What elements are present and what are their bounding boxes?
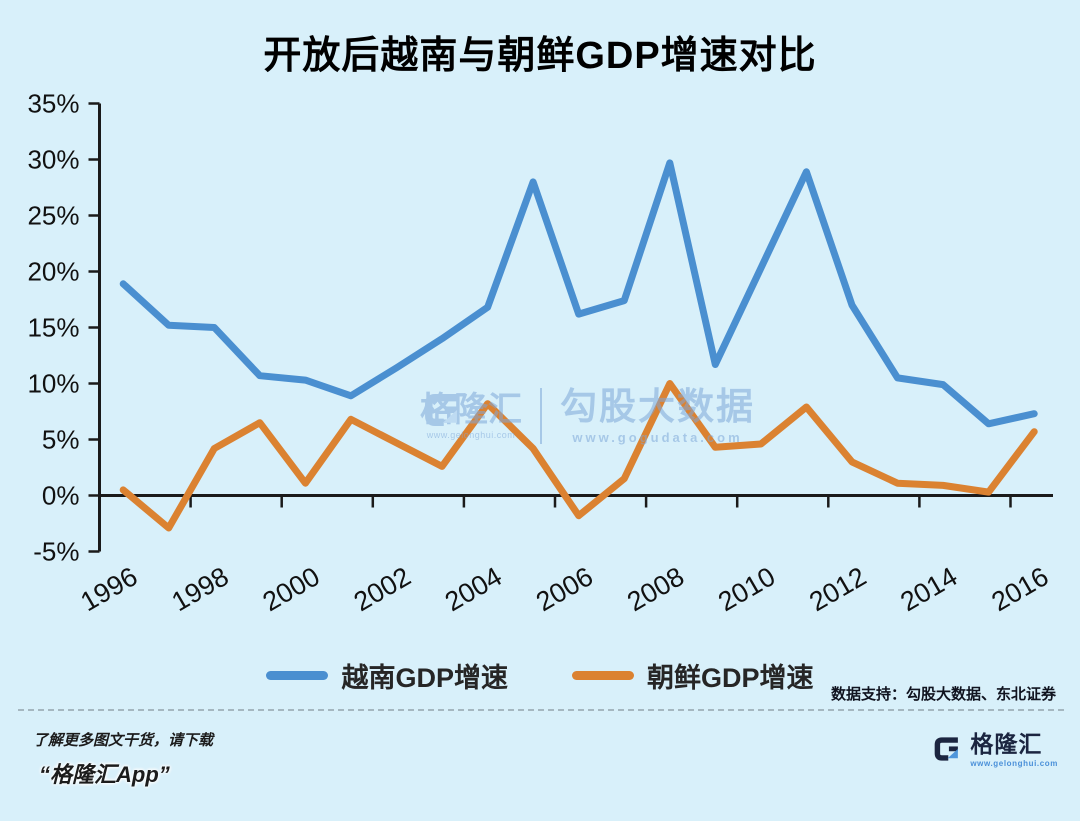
x-tick-label: 1998 [167, 561, 234, 617]
x-tick-label: 2012 [804, 561, 871, 617]
y-tick-label: 5% [42, 425, 80, 455]
north-korea-line-swatch [572, 671, 634, 680]
chart-area: -5% 0% 5% 10% 15% 20% 25% 30% 35% 1996 1998 2000 200… [0, 85, 1080, 645]
x-tick-label: 2010 [713, 561, 780, 617]
promo-text: 了解更多图文干货，请下载 [33, 732, 214, 749]
legend-label-vietnam: 越南GDP增速 [341, 663, 508, 693]
footer-logo-url: www.gelonghui.com [970, 759, 1058, 768]
footer-logo-name: 格隆汇 [970, 731, 1043, 757]
vietnam-line-swatch [266, 671, 329, 680]
y-tick-label: 30% [27, 145, 79, 175]
y-tick-label: 10% [27, 369, 79, 399]
footer-logo-text-block: 格隆汇 www.gelonghui.com [970, 733, 1058, 768]
y-tick-label: 0% [42, 481, 80, 511]
north-korea-line [119, 380, 1038, 532]
chart-title: 开放后越南与朝鲜GDP增速对比 [263, 35, 817, 77]
data-support-credit: 数据支持：勾股大数据、东北证券 [830, 686, 1056, 703]
gelonghui-logo-icon [934, 737, 959, 761]
footer-promo: 了解更多图文干货，请下载 “格隆汇App” [33, 729, 213, 789]
x-tick-label: 2014 [895, 561, 962, 617]
x-tick-label: 2016 [986, 561, 1053, 617]
legend-item-north-korea: 朝鲜GDP增速 [572, 656, 814, 695]
dashed-separator [18, 709, 1064, 711]
app-name: “格隆汇App” [39, 762, 170, 787]
y-tick-label: -5% [33, 537, 79, 567]
x-tick-label: 2004 [440, 561, 507, 617]
y-tick-label: 20% [27, 257, 79, 287]
y-tick-label: 15% [27, 313, 79, 343]
legend-item-vietnam: 越南GDP增速 [266, 656, 508, 695]
y-tick-label: 25% [27, 201, 79, 231]
chart-legend: 越南GDP增速 朝鲜GDP增速 [0, 656, 1080, 695]
footer-logo: 格隆汇 www.gelonghui.com [931, 733, 1058, 768]
x-tick-label: 1996 [75, 561, 142, 617]
y-tick-label: 35% [27, 89, 79, 119]
legend-label-north-korea: 朝鲜GDP增速 [647, 663, 814, 693]
x-tick-label: 2008 [622, 561, 689, 617]
x-tick-label: 2000 [258, 561, 325, 617]
x-tick-label: 2006 [531, 561, 598, 617]
x-tick-label: 2002 [349, 561, 416, 617]
gdp-line-chart: -5% 0% 5% 10% 15% 20% 25% 30% 35% 1996 1998 2000 200… [27, 89, 1053, 618]
vietnam-line [119, 159, 1038, 428]
